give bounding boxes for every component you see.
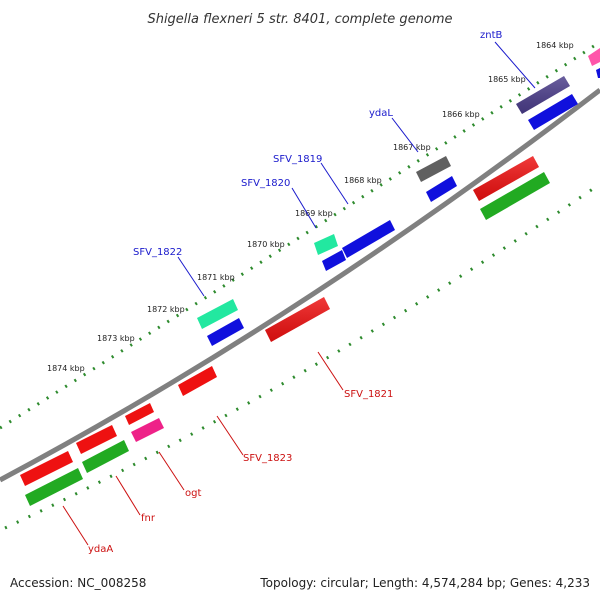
gene-label-SFV_1819[interactable]: SFV_1819	[273, 154, 322, 165]
gene-label-ydaA[interactable]: ydaA	[88, 544, 113, 555]
leader-line-fnr	[115, 475, 141, 516]
gene-label-fnr[interactable]: fnr	[141, 513, 156, 524]
gene-block-right-edge[interactable]	[588, 48, 600, 66]
kbp-label: 1869 kbp	[295, 209, 333, 218]
leader-lines	[62, 41, 536, 546]
kbp-label: 1868 kbp	[344, 176, 382, 185]
gene-block-SFV_1820-blue[interactable]	[322, 250, 346, 271]
gene-block-SFV_1822-blue[interactable]	[207, 318, 244, 346]
gene-block-SFV_1820[interactable]	[314, 234, 338, 255]
map-title: Shigella flexneri 5 str. 8401, complete …	[147, 12, 452, 27]
gene-labels: zntB ydaL SFV_1819 SFV_1820 SFV_1822 SFV…	[88, 30, 503, 555]
leader-line-SFV_1822	[177, 256, 205, 297]
gene-label-zntB[interactable]: zntB	[480, 30, 503, 41]
outer-tick-track	[0, 40, 600, 430]
leader-line-SFV_1820	[291, 187, 317, 229]
gene-label-SFV_1822[interactable]: SFV_1822	[133, 247, 182, 258]
gene-block-zntB-blue[interactable]	[528, 94, 578, 130]
kbp-label: 1867 kbp	[393, 143, 431, 152]
kbp-label: 1865 kbp	[488, 75, 526, 84]
leader-line-ydaL	[391, 117, 419, 153]
accession-text: Accession: NC_008258	[10, 576, 146, 590]
gene-block-SFV_1819[interactable]	[342, 220, 395, 258]
gene-block-ydaL[interactable]	[426, 176, 457, 202]
kbp-labels: 1864 kbp 1865 kbp 1866 kbp 1867 kbp 1868…	[47, 41, 574, 373]
inner-tick-track	[4, 182, 600, 530]
gene-block-SFV_1822[interactable]	[197, 299, 238, 329]
gene-block-green-upper[interactable]	[480, 172, 550, 220]
leader-line-SFV_1819	[320, 162, 349, 205]
gene-block-fnr[interactable]	[82, 440, 129, 473]
gene-label-ogt[interactable]: ogt	[185, 488, 201, 499]
kbp-label: 1864 kbp	[536, 41, 574, 50]
gene-block-ydaA-red[interactable]	[20, 451, 73, 486]
leader-line-ogt	[158, 451, 185, 491]
leader-line-SFV_1821	[317, 351, 344, 391]
gene-block-SFV_1823[interactable]	[178, 366, 217, 396]
kbp-label: 1871 kbp	[197, 273, 235, 282]
genome-backbone	[0, 88, 600, 483]
kbp-label: 1873 kbp	[97, 334, 135, 343]
topology-text: Topology: circular; Length: 4,574,284 bp…	[259, 576, 590, 590]
gene-block-shading	[265, 76, 570, 342]
gene-block-right-edge-blue[interactable]	[596, 68, 600, 78]
gene-label-SFV_1821[interactable]: SFV_1821	[344, 389, 393, 400]
gene-block-ydaA[interactable]	[25, 468, 83, 506]
gene-label-SFV_1823[interactable]: SFV_1823	[243, 453, 292, 464]
gene-label-ydaL[interactable]: ydaL	[369, 108, 393, 119]
kbp-label: 1872 kbp	[147, 305, 185, 314]
leader-line-SFV_1823	[216, 415, 244, 456]
kbp-label: 1866 kbp	[442, 110, 480, 119]
leader-line-ydaA	[62, 505, 89, 546]
gene-block-ogt[interactable]	[131, 418, 164, 442]
gene-block-ydaL-gray[interactable]	[416, 156, 451, 182]
gene-block-red-small[interactable]	[125, 403, 154, 425]
leader-line-zntB	[494, 41, 536, 89]
gene-block-fnr-red[interactable]	[76, 425, 117, 454]
kbp-label: 1874 kbp	[47, 364, 85, 373]
gene-label-SFV_1820[interactable]: SFV_1820	[241, 178, 290, 189]
kbp-label: 1870 kbp	[247, 240, 285, 249]
